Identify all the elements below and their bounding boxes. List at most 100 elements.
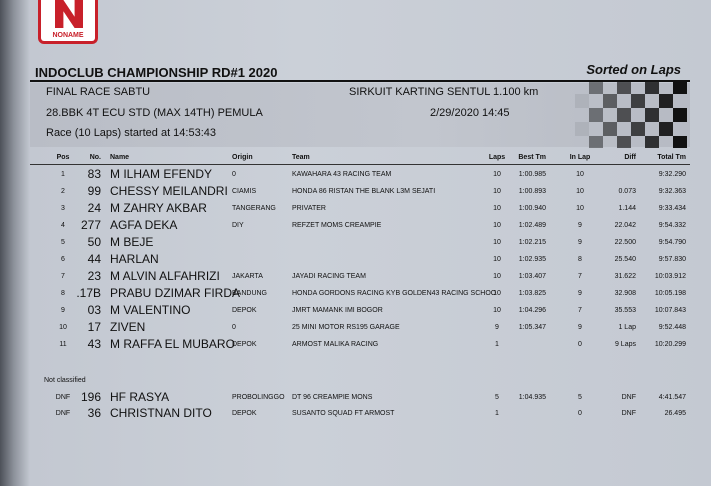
flag-square	[645, 80, 659, 94]
column-header: Team	[292, 153, 310, 161]
diff: 32.908	[614, 289, 636, 297]
total-time: 9:32.363	[658, 187, 686, 195]
pos: 4	[61, 221, 65, 229]
name: PRABU DZIMAR FIRDA	[110, 286, 241, 300]
diff: 22.500	[614, 238, 636, 246]
number: .17B	[76, 286, 101, 300]
flag-square	[659, 122, 673, 136]
pos: DNF	[55, 409, 71, 417]
column-header: Laps	[488, 153, 506, 161]
pos: 8	[61, 289, 65, 297]
datetime: 2/29/2020 14:45	[430, 107, 510, 119]
flag-square	[617, 136, 631, 148]
pos: 1	[61, 170, 65, 178]
laps: 1	[495, 340, 499, 348]
team: HONDA 86 RISTAN THE BLANK L3M SEJATI	[292, 187, 436, 195]
team: ARMOST MALIKA RACING	[292, 340, 379, 348]
total-time: 9:32.290	[658, 170, 686, 178]
name: CHESSY MEILANDRI	[110, 184, 228, 198]
info-band	[30, 83, 690, 147]
logo-mark	[55, 0, 83, 28]
in-lap: 0	[578, 340, 582, 348]
diff: DNF	[621, 393, 636, 401]
flag-square	[673, 108, 687, 122]
column-header: In Lap	[569, 153, 591, 161]
best-time: 1:03.407	[518, 272, 546, 280]
flag-square	[533, 136, 547, 148]
flag-square	[533, 108, 547, 122]
team: HONDA GORDONS RACING KYB GOLDEN43 RACING…	[292, 289, 497, 297]
name: M ALVIN ALFAHRIZI	[110, 269, 220, 283]
number: 43	[87, 337, 101, 351]
best-time: 1:00.940	[518, 204, 546, 212]
best-time: 1:02.489	[518, 221, 546, 229]
laps: 10	[493, 255, 501, 263]
column-header: Pos	[56, 153, 70, 161]
flag-square	[617, 80, 631, 94]
in-lap: 9	[578, 323, 582, 331]
diff: 1.144	[618, 204, 636, 212]
name: M ILHAM EFENDY	[110, 167, 213, 181]
laps: 10	[493, 221, 501, 229]
diff: 31.622	[614, 272, 636, 280]
team: PRIVATER	[292, 204, 326, 212]
sort-note: Sorted on Laps	[586, 62, 681, 77]
class: 28.BBK 4T ECU STD (MAX 14TH) PEMULA	[46, 107, 263, 119]
flag-square	[547, 122, 561, 136]
flag-square	[575, 122, 589, 136]
laps: 5	[495, 393, 499, 401]
origin: 0	[232, 170, 236, 178]
laps: 10	[493, 170, 501, 178]
origin: BANDUNG	[232, 289, 268, 297]
team: 25 MINI MOTOR RS195 GARAGE	[292, 323, 400, 331]
column-header: Diff	[624, 153, 636, 161]
flag-square	[589, 80, 603, 94]
session: FINAL RACE SABTU	[46, 86, 151, 98]
flag-square	[561, 136, 575, 148]
column-header: No.	[89, 153, 101, 161]
pos: 5	[61, 238, 65, 246]
laps: 9	[495, 323, 499, 331]
origin: DEPOK	[232, 340, 257, 348]
diff: 25.540	[614, 255, 636, 263]
flag-square	[673, 136, 687, 148]
diff: 1 Lap	[618, 323, 636, 331]
flag-square	[631, 94, 645, 108]
total-time: 26.495	[664, 409, 686, 417]
laps: 1	[495, 409, 499, 417]
best-time: 1:04.935	[518, 393, 546, 401]
column-header: Best Tm	[518, 153, 546, 161]
origin: DEPOK	[232, 409, 257, 417]
in-lap: 10	[576, 204, 584, 212]
flag-square	[617, 108, 631, 122]
total-time: 9:54.332	[658, 221, 686, 229]
number: 24	[87, 201, 101, 215]
pos: 11	[59, 340, 67, 348]
flag-square	[561, 108, 575, 122]
flag-square	[631, 122, 645, 136]
laps: 10	[493, 289, 501, 297]
in-lap: 10	[576, 187, 584, 195]
number: 50	[87, 235, 101, 249]
in-lap: 7	[578, 272, 582, 280]
name: HARLAN	[110, 252, 159, 266]
diff: 9 Laps	[614, 340, 636, 348]
in-lap: 9	[578, 221, 582, 229]
team: JAYADI RACING TEAM	[292, 272, 366, 280]
pos: 9	[61, 306, 65, 314]
team: JMRT MAMANK IMI BOGOR	[292, 306, 383, 314]
flag-square	[547, 94, 561, 108]
flag-square	[519, 122, 533, 136]
name: CHRISTNAN DITO	[110, 406, 212, 420]
best-time: 1:04.296	[518, 306, 546, 314]
logo: NONAME	[38, 0, 98, 44]
checkered-flag	[505, 80, 687, 148]
diff: 35.553	[614, 306, 636, 314]
name: HF RASYA	[110, 390, 170, 404]
origin: TANGERANG	[232, 204, 276, 212]
flag-square	[505, 136, 519, 148]
flag-square	[575, 94, 589, 108]
laps: 10	[493, 187, 501, 195]
name: M BEJE	[110, 235, 154, 249]
